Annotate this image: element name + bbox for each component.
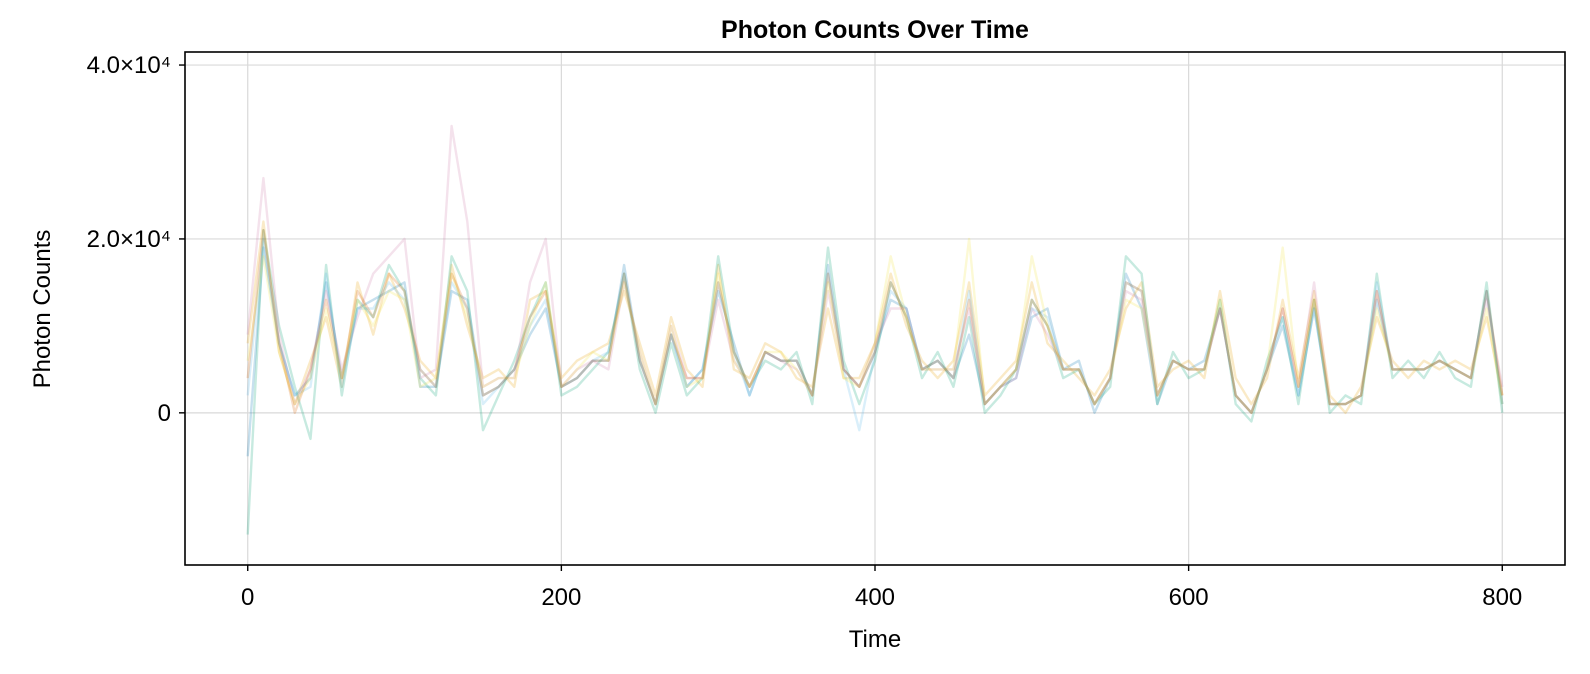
grid-lines [185,52,1565,565]
x-axis-label: Time [849,626,901,653]
series-line-1 [246,246,1504,457]
series-line-6 [246,237,1504,414]
y-tick-label: 0 [158,400,171,427]
y-tick-label: 4.0×10⁴ [87,52,171,79]
y-tick-label: 2.0×10⁴ [87,226,171,253]
axis-ticks: 0 200 400 600 800 0 2.0×10⁴ 4.0×10⁴ [87,52,1523,611]
y-axis-label: Photon Counts [29,230,56,389]
series-line-7 [246,228,1504,414]
x-tick-label: 800 [1482,584,1522,611]
series-line-5 [246,237,1504,432]
chart-title: Photon Counts Over Time [721,16,1029,44]
series-line-2 [246,220,1504,414]
x-tick-label: 600 [1169,584,1209,611]
series-line-3 [246,228,1504,535]
series-lines [246,124,1504,535]
x-tick-label: 400 [855,584,895,611]
x-tick-label: 200 [541,584,581,611]
series-line-4 [246,124,1504,414]
x-tick-label: 0 [241,584,254,611]
